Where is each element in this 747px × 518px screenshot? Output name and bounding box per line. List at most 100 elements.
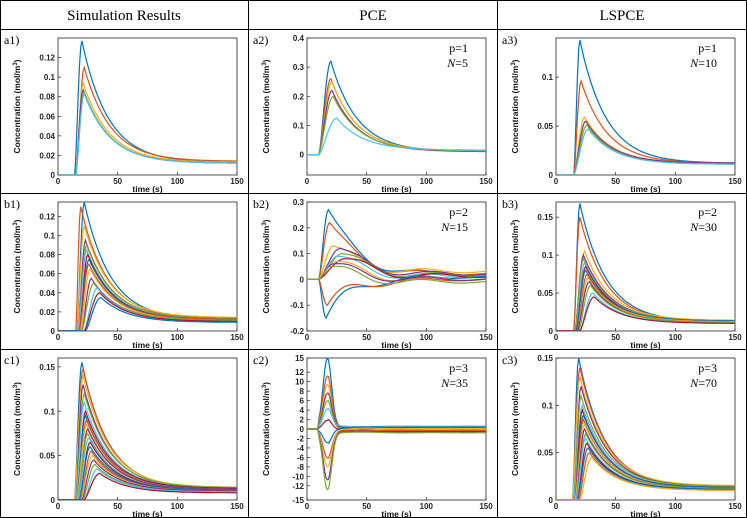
ytick-label: 0.15 bbox=[39, 363, 55, 372]
ytick-label: 0.1 bbox=[44, 231, 56, 240]
panel-label-b1: b1) bbox=[4, 197, 20, 211]
ytick-label: 2 bbox=[300, 416, 305, 425]
xtick-label: 50 bbox=[362, 333, 371, 342]
panel-c1: c1) 0 0.05 0.1 0.15 0 50 100 150 time (s) Concentr… bbox=[4, 353, 244, 518]
series-line bbox=[307, 245, 486, 280]
xtick-label: 0 bbox=[554, 333, 559, 342]
xtick-label: 0 bbox=[554, 502, 559, 511]
series-line bbox=[58, 292, 237, 331]
header-pce: PCE bbox=[359, 8, 387, 24]
panel-a3: a3) 0 0.05 0.1 0 50 100 150 time (s) Concentratio… bbox=[502, 33, 742, 194]
ytick-label: 0.1 bbox=[542, 251, 554, 260]
series-line bbox=[556, 296, 735, 331]
ytick-label: 4 bbox=[300, 406, 305, 415]
series-line bbox=[556, 456, 735, 500]
ytick-label: 0.3 bbox=[293, 63, 305, 72]
ytick-label: 0.1 bbox=[293, 250, 305, 259]
yaxis-label: Concentration (mol/m3) bbox=[261, 382, 271, 476]
series-group-b1 bbox=[58, 202, 237, 331]
series-line bbox=[58, 243, 237, 331]
yaxis-label: Concentration (mol/m3) bbox=[12, 382, 22, 476]
xaxis-label: time (s) bbox=[630, 509, 660, 518]
plot-area-a3 bbox=[555, 37, 736, 176]
ytick-label: -4 bbox=[297, 444, 305, 453]
series-line bbox=[58, 409, 237, 500]
series-line bbox=[556, 432, 735, 500]
panel-b2: b2) -0.2 -0.1 0 0.1 0.2 0.3 0 50 100 150 time (s) Co… bbox=[253, 197, 493, 350]
xaxis-label: time (s) bbox=[630, 184, 660, 194]
xtick-label: 150 bbox=[479, 333, 493, 342]
xaxis-label: time (s) bbox=[132, 340, 162, 350]
series-group-b3 bbox=[556, 203, 735, 331]
ytick-label: 0.08 bbox=[39, 93, 55, 102]
series-line bbox=[307, 265, 486, 285]
panel-label-b3: b3) bbox=[502, 197, 518, 211]
xtick-label: 150 bbox=[479, 502, 493, 511]
panel-label-a2: a2) bbox=[253, 33, 268, 47]
xaxis-label: time (s) bbox=[132, 509, 162, 518]
ytick-label: -12 bbox=[292, 482, 304, 491]
panel-label-a3: a3) bbox=[502, 33, 517, 47]
series-line bbox=[556, 128, 735, 175]
ytick-label: 0.05 bbox=[537, 122, 553, 131]
annotation-samples: N=70 bbox=[689, 376, 717, 390]
header-simulation-results: Simulation Results bbox=[67, 8, 181, 24]
annotation-order: p=2 bbox=[698, 205, 717, 219]
series-line bbox=[58, 65, 237, 175]
series-line bbox=[58, 472, 237, 500]
annotation-samples: N=5 bbox=[446, 56, 468, 70]
ytick-label: 0 bbox=[51, 327, 56, 336]
panel-label-c3: c3) bbox=[502, 353, 517, 367]
ytick-label: 15 bbox=[295, 354, 304, 363]
ytick-label: 0.05 bbox=[39, 452, 55, 461]
ytick-label: 0.1 bbox=[44, 407, 56, 416]
ytick-label: 0.12 bbox=[39, 54, 55, 63]
series-line bbox=[307, 428, 486, 481]
xtick-label: 0 bbox=[56, 502, 61, 511]
series-line bbox=[307, 407, 486, 430]
xtick-label: 50 bbox=[362, 177, 371, 186]
series-line bbox=[58, 80, 237, 175]
xtick-label: 50 bbox=[362, 502, 371, 511]
ytick-label: 0.2 bbox=[293, 92, 305, 101]
ytick-label: 8 bbox=[300, 387, 305, 396]
xtick-label: 100 bbox=[669, 177, 683, 186]
series-line bbox=[556, 413, 735, 500]
ytick-label: -8 bbox=[297, 463, 305, 472]
series-line bbox=[556, 446, 735, 500]
xtick-label: 100 bbox=[171, 502, 185, 511]
series-line bbox=[58, 445, 237, 500]
xaxis-label: time (s) bbox=[132, 184, 162, 194]
ytick-label: 10 bbox=[295, 378, 304, 387]
annotation-samples: N=35 bbox=[440, 376, 468, 390]
series-line bbox=[556, 120, 735, 175]
xtick-label: 50 bbox=[611, 502, 620, 511]
series-line bbox=[307, 426, 486, 444]
series-line bbox=[556, 393, 735, 500]
series-line bbox=[307, 255, 486, 280]
xtick-label: 0 bbox=[305, 333, 310, 342]
ytick-label: 0.04 bbox=[39, 132, 55, 141]
series-line bbox=[58, 225, 237, 331]
ytick-label: 0 bbox=[549, 496, 554, 505]
annotation-samples: N=15 bbox=[440, 220, 468, 234]
plot-area-a2 bbox=[306, 37, 487, 176]
series-line bbox=[556, 249, 735, 331]
ytick-label: 0.1 bbox=[542, 73, 554, 82]
annotation-order: p=2 bbox=[449, 205, 468, 219]
xtick-label: 0 bbox=[305, 177, 310, 186]
series-group-c1 bbox=[58, 362, 237, 500]
xtick-label: 0 bbox=[305, 502, 310, 511]
ytick-label: 0 bbox=[51, 171, 56, 180]
series-line bbox=[307, 258, 486, 280]
series-line bbox=[307, 95, 486, 156]
series-line bbox=[307, 117, 486, 156]
ytick-label: -0.1 bbox=[290, 301, 304, 310]
ytick-label: 0.06 bbox=[39, 112, 55, 121]
series-group-a2 bbox=[307, 59, 486, 156]
xtick-label: 50 bbox=[113, 502, 122, 511]
ytick-label: 0.2 bbox=[293, 224, 305, 233]
series-line bbox=[307, 263, 486, 282]
panel-label-b2: b2) bbox=[253, 197, 269, 211]
